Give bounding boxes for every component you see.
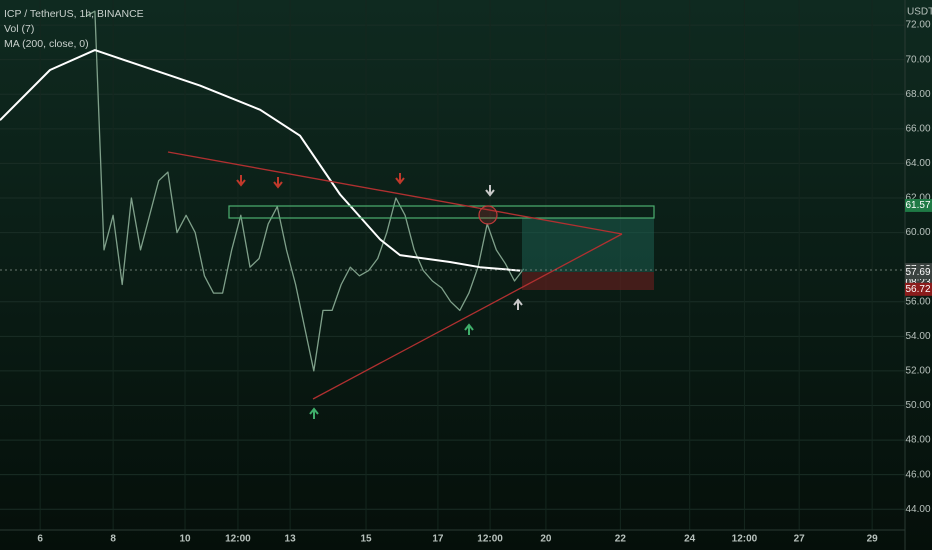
up-arrow [464,323,474,335]
down-arrow [273,177,283,189]
x-tick-label: 8 [110,534,116,545]
price-badge-label: 57.69 [905,267,930,278]
chart-title: ICP / TetherUS, 1h, BINANCE [4,8,144,20]
grid [0,0,905,530]
price-badge [905,198,932,212]
x-tick-label: 22 [615,534,627,545]
countdown-label: 08:23 [905,277,930,288]
y-tick-label: 48.00 [905,435,930,446]
price-badge [905,282,932,296]
x-tick-label: 12:00 [732,534,758,545]
x-tick-label: 6 [37,534,43,545]
y-tick-label: 44.00 [905,504,930,515]
x-tick-label: 17 [432,534,444,545]
y-tick-label: 70.00 [905,54,930,65]
price-badge [905,266,932,280]
x-tick-label: 27 [794,534,806,545]
plot [0,10,525,372]
y-tick-label: 56.00 [905,296,930,307]
x-tick-label: 29 [867,534,879,545]
price-badge-label: 56.72 [905,284,930,295]
y-tick-label: 62.00 [905,193,930,204]
resistance-zone [228,205,655,219]
drawings [167,151,655,419]
x-tick-label: 10 [179,534,191,545]
long-stop-zone [522,272,654,290]
series-line [85,10,525,372]
breakout-circle [478,205,498,225]
y-tick-label: 46.00 [905,469,930,480]
long-target-zone [522,218,654,272]
x-tick-label: 15 [360,534,372,545]
down-arrow [395,173,405,185]
y-tick-label: 52.00 [905,366,930,377]
price-badge-label: 61.57 [905,200,930,211]
series-line [0,49,521,272]
y-tick-label: 50.00 [905,400,930,411]
indicator-label: Vol (7) [4,23,34,35]
y-tick-label: 64.00 [905,158,930,169]
upper-trendline [167,151,623,235]
x-tick-label: 13 [285,534,297,545]
y-tick-label: 72.00 [905,20,930,31]
lower-trendline [312,233,623,400]
x-tick-label: 12:00 [477,534,503,545]
y-tick-label: 60.00 [905,227,930,238]
x-tick-label: 24 [684,534,696,545]
up-arrow [513,298,523,310]
down-arrow [236,175,246,187]
y-tick-label: 68.00 [905,89,930,100]
up-arrow [309,407,319,419]
currency-label: USDT [907,7,932,18]
indicator-label: MA (200, close, 0) [4,38,89,50]
x-tick-label: 12:00 [225,534,251,545]
x-tick-label: 20 [540,534,552,545]
y-tick-label: 66.00 [905,123,930,134]
down-arrow [485,185,495,197]
y-tick-label: 54.00 [905,331,930,342]
